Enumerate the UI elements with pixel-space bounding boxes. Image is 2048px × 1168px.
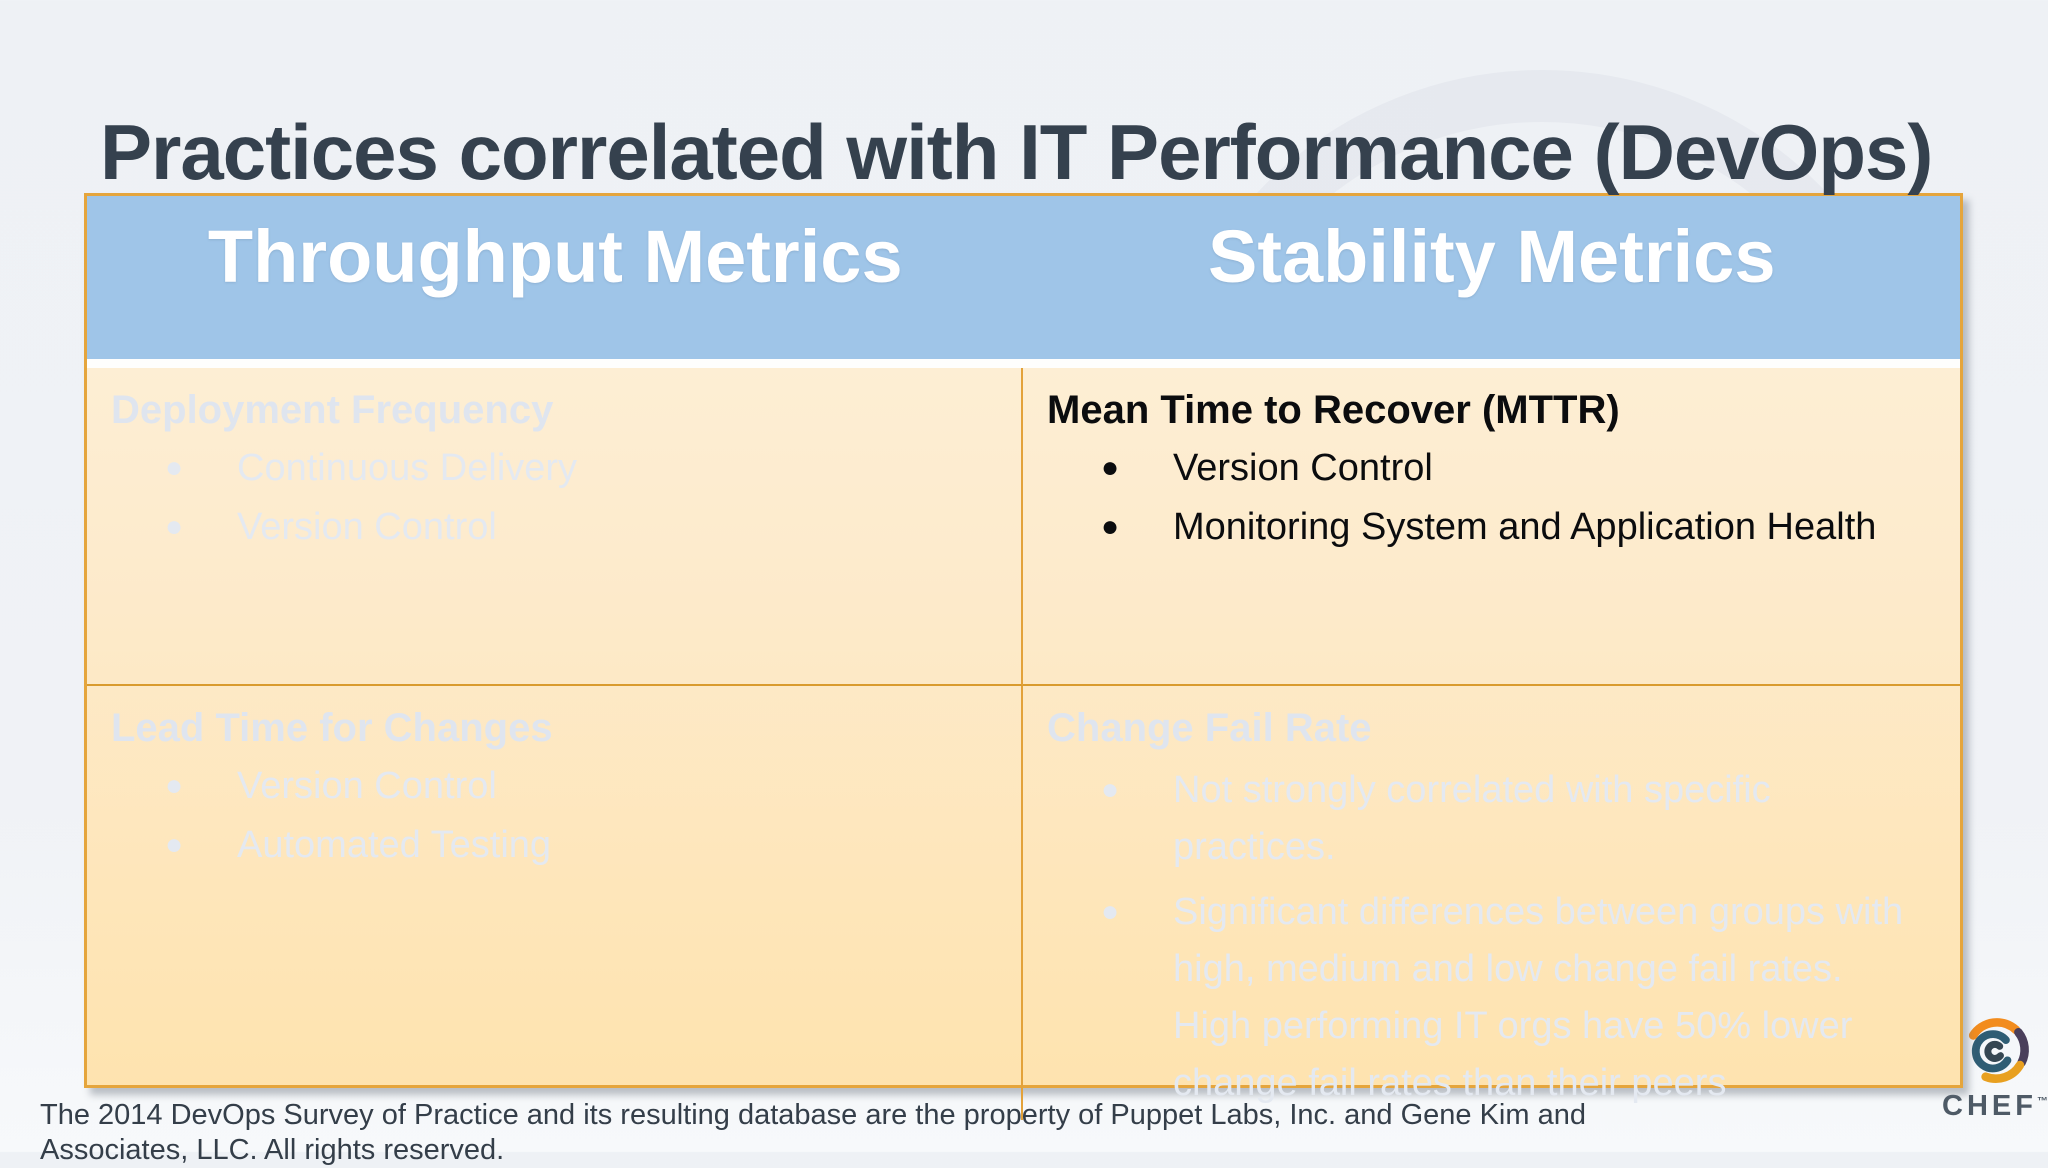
cell-change-fail-rate: Change Fail Rate ● Not strongly correlate…: [1023, 686, 1960, 1120]
bullet-item: ● Significant differences between groups …: [1047, 884, 1926, 1112]
chef-swirl-icon: [1968, 1018, 2029, 1083]
bullet-text: Version Control: [1173, 447, 1433, 489]
bullet-list: ● Version Control ● Automated Testing: [111, 762, 987, 869]
bullet-icon: ●: [1101, 895, 1120, 928]
bullet-item: ● Automated Testing: [111, 821, 987, 870]
chef-logo: CHEF™: [1942, 1012, 2048, 1121]
bullet-list: ● Version Control ● Monitoring System and …: [1047, 444, 1926, 551]
column-header-throughput-metrics: Throughput Metrics: [207, 215, 903, 298]
bullet-text: Not strongly correlated with specific pr…: [1173, 769, 1771, 868]
bullet-icon: ●: [1101, 773, 1120, 806]
bullet-item: ● Not strongly correlated with specific p…: [1047, 762, 1926, 876]
cell-mean-time-to-recover: Mean Time to Recover (MTTR) ● Version Con…: [1023, 368, 1960, 686]
bullet-icon: ●: [1101, 509, 1120, 543]
footer-disclaimer: The 2014 DevOps Survey of Practice and i…: [40, 1099, 1586, 1166]
metrics-table: Throughput Metrics Stability Metrics Dep…: [84, 193, 1963, 1120]
bullet-text: Automated Testing: [237, 823, 552, 866]
bullet-text: Significant differences between groups w…: [1173, 891, 1904, 1104]
bullet-text: Monitoring System and Application Health: [1173, 505, 1877, 548]
bullet-text: Version Control: [237, 765, 497, 807]
bullet-icon: ●: [165, 451, 184, 484]
bullet-item: ● Version Control: [111, 762, 987, 811]
bullet-item: ● Version Control: [1047, 444, 1926, 493]
slide-title: Practices correlated with IT Performance…: [100, 108, 1933, 197]
bullet-icon: ●: [165, 509, 184, 543]
table-body: Deployment Frequency ● Continuous Deliver…: [87, 368, 1960, 1120]
bullet-list: ● Continuous Delivery ● Version Control: [111, 444, 987, 551]
bullet-icon: ●: [165, 827, 184, 861]
bullet-text: Version Control: [237, 505, 497, 548]
cell-lead-time-for-changes: Lead Time for Changes ● Version Control ●…: [87, 686, 1023, 1120]
table-header-row: Throughput Metrics Stability Metrics: [87, 196, 1960, 368]
cell-deployment-frequency: Deployment Frequency ● Continuous Deliver…: [87, 368, 1023, 686]
cell-heading: Change Fail Rate: [1047, 706, 1372, 750]
bullet-item: ● Continuous Delivery: [111, 444, 987, 493]
bullet-list: ● Not strongly correlated with specific p…: [1047, 762, 1926, 1112]
cell-heading: Lead Time for Changes: [111, 706, 553, 750]
bullet-icon: ●: [165, 769, 184, 802]
trademark-symbol: ™: [2036, 1095, 2048, 1108]
bullet-icon: ●: [1101, 451, 1120, 484]
chef-wordmark: CHEF™: [1942, 1090, 2048, 1122]
cell-heading: Deployment Frequency: [111, 388, 554, 432]
cell-heading: Mean Time to Recover (MTTR): [1047, 388, 1620, 432]
bullet-item: ● Version Control: [111, 503, 987, 552]
bullet-text: Continuous Delivery: [237, 447, 578, 489]
column-header-stability-metrics: Stability Metrics: [1207, 215, 1776, 298]
bullet-item: ● Monitoring System and Application Healt…: [1047, 503, 1926, 552]
